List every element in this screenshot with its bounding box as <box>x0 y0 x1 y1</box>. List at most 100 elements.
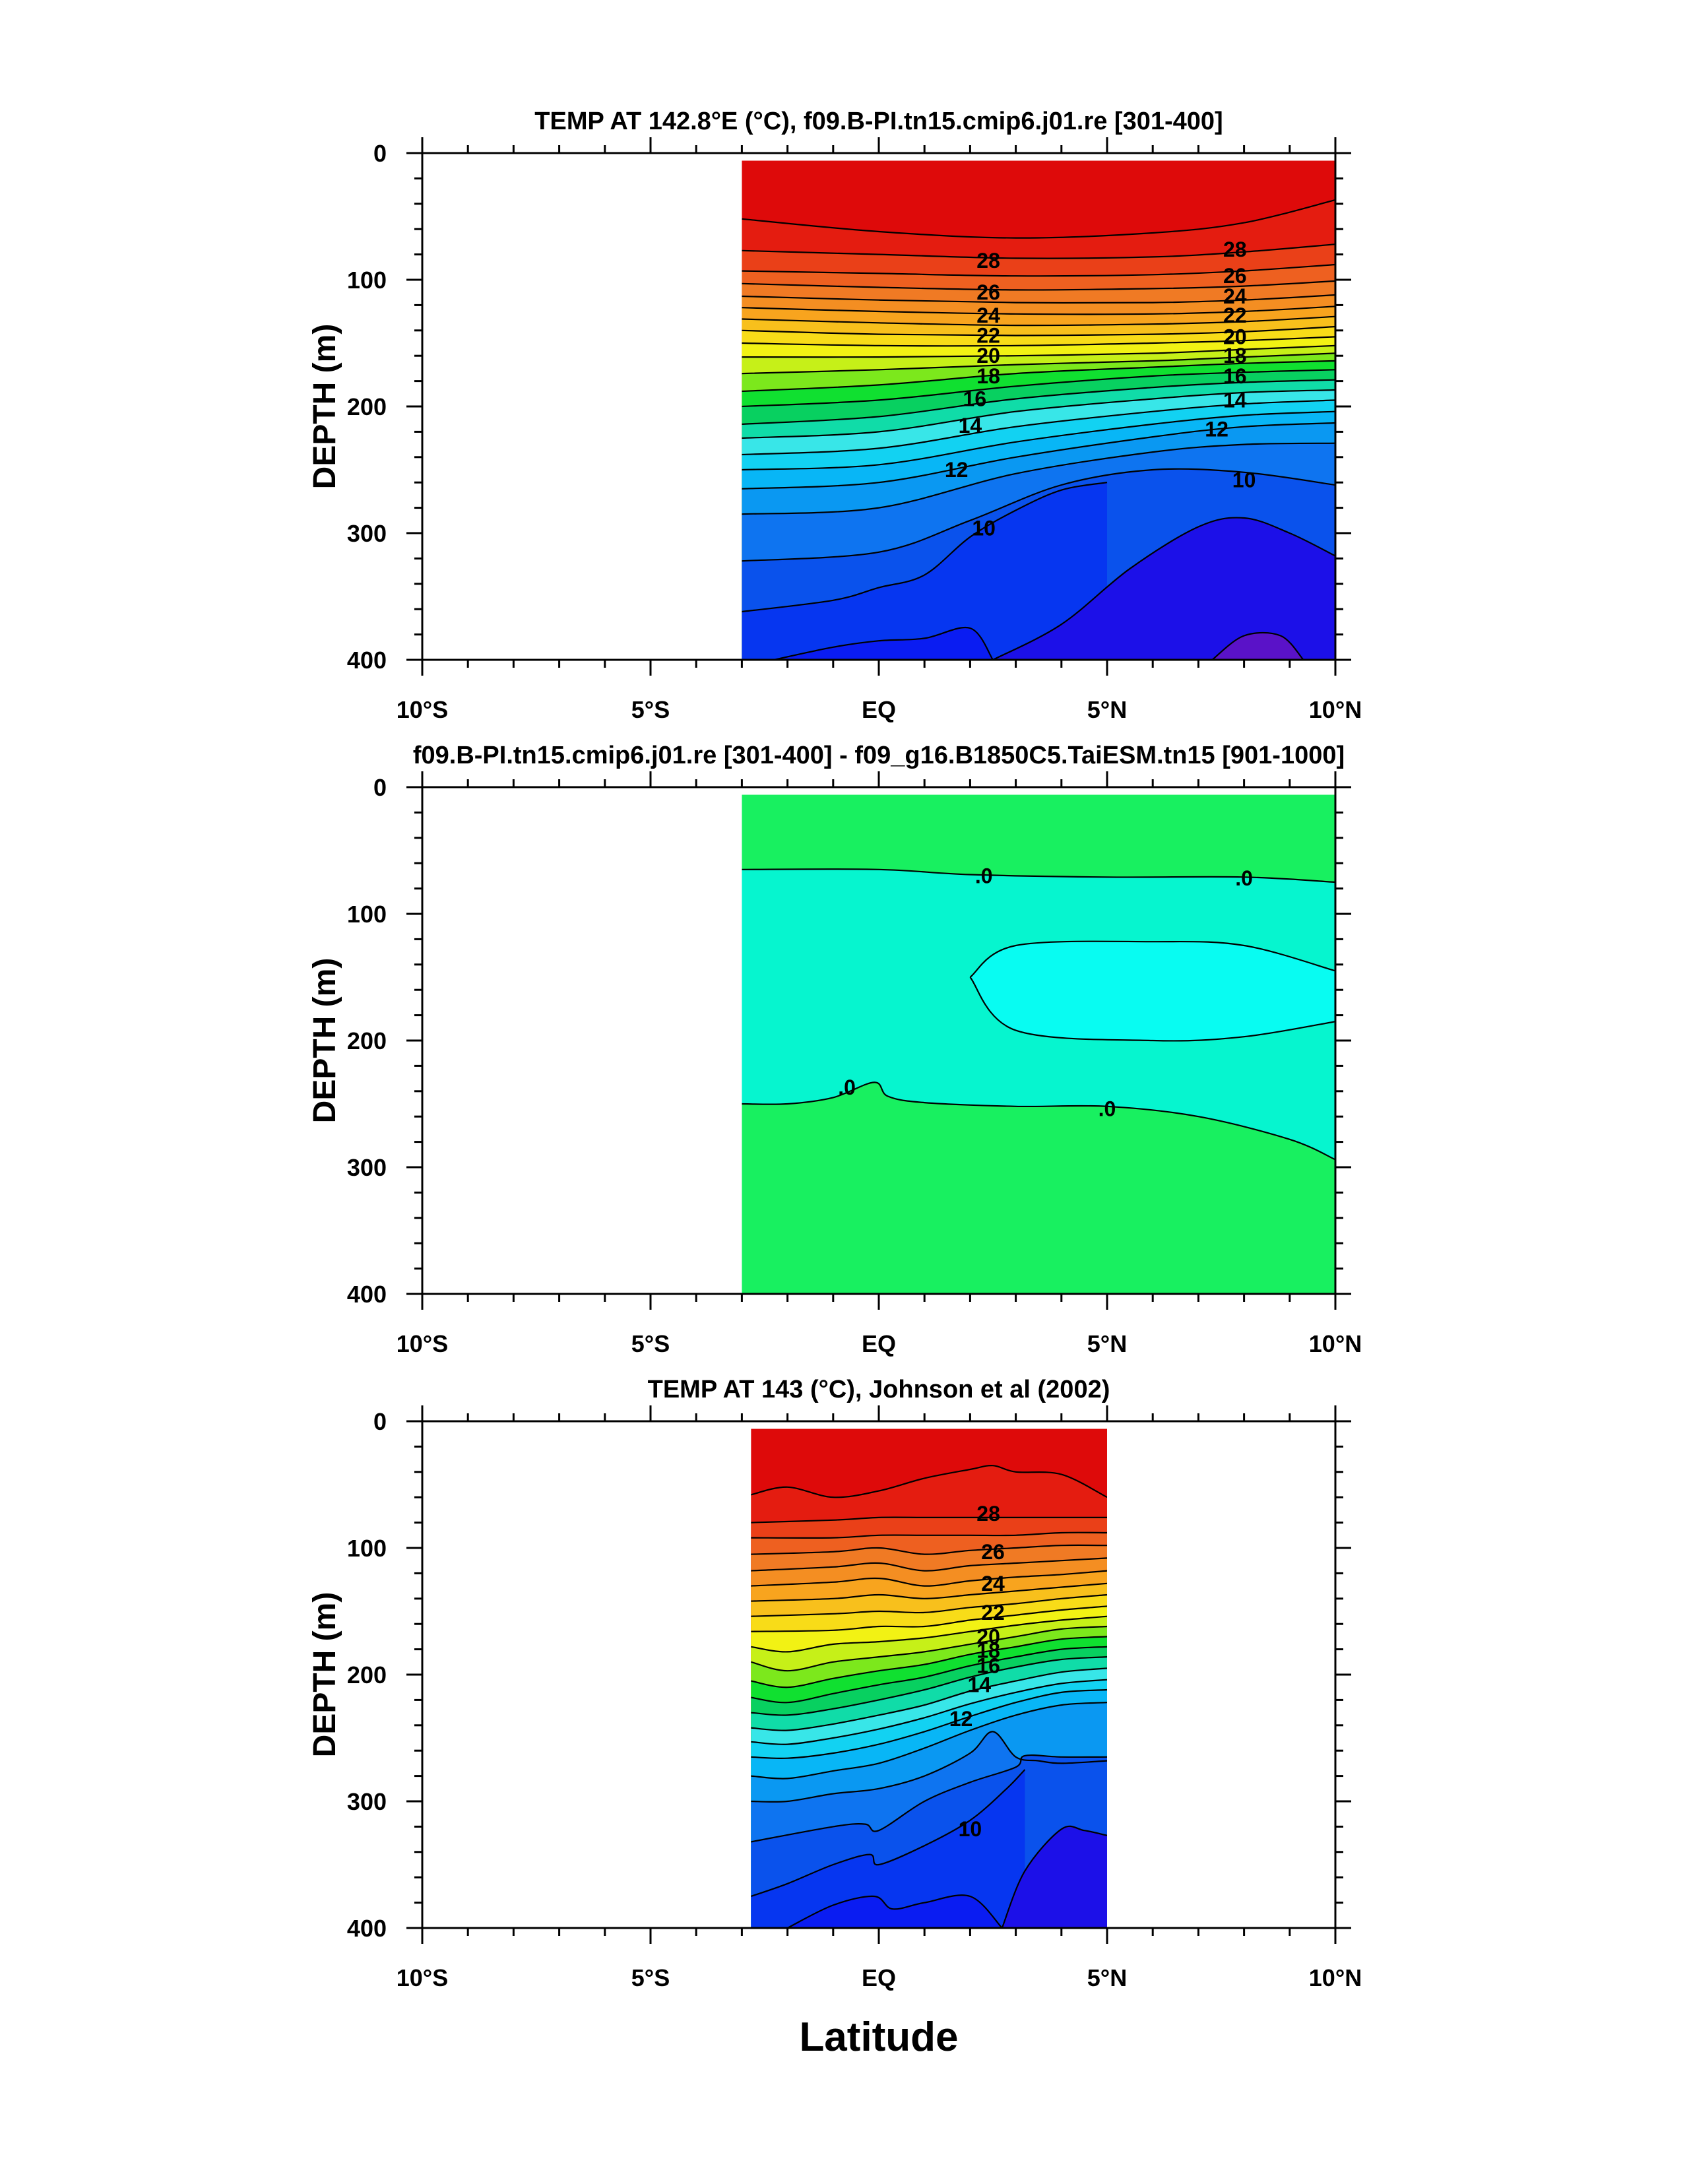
contour-line <box>1001 1825 1107 1928</box>
contour-label: 24 <box>976 304 1000 327</box>
y-tick-label: 300 <box>347 1788 387 1815</box>
contour-line <box>751 1615 1107 1653</box>
contour-line <box>751 1570 1107 1587</box>
contour-line <box>742 442 1335 515</box>
x-tick-label: EQ <box>862 696 896 723</box>
x-tick-label: 5°S <box>631 1964 670 1991</box>
contour-label-text: 28 <box>976 249 1000 273</box>
x-tick-label: 5°S <box>631 1330 670 1357</box>
x-tick-label: EQ <box>862 1964 896 1991</box>
axis-ticks <box>406 1405 1351 1944</box>
contour-label: 18 <box>976 1639 1000 1663</box>
x-tick-label: 10°S <box>397 1964 448 1991</box>
contour-label: 12 <box>1205 418 1228 441</box>
contour-label-text: 12 <box>945 458 969 482</box>
contour-line <box>742 325 1335 337</box>
contour-label-text: 12 <box>1205 418 1228 441</box>
contour-line <box>742 379 1335 425</box>
contour-label: 26 <box>976 280 1000 304</box>
contour-line <box>742 482 1108 613</box>
contour-line <box>751 1557 1107 1572</box>
contour-line <box>1211 631 1304 660</box>
contour-fill <box>1212 632 1304 660</box>
contour-line <box>751 1544 1107 1555</box>
contour-line <box>751 1731 1107 1803</box>
contour-line <box>742 336 1335 347</box>
contour-fill <box>773 627 993 660</box>
contour-line <box>751 1605 1107 1632</box>
x-tick-label: 5°N <box>1087 696 1127 723</box>
contour-label-text: 26 <box>981 1540 1005 1564</box>
y-tick-label: 300 <box>347 520 387 547</box>
contour-label-text: 18 <box>976 364 1000 388</box>
contour-label-text: 12 <box>949 1707 973 1731</box>
y-tick-label: 100 <box>347 1535 387 1562</box>
contour-line <box>742 410 1335 471</box>
contour-line <box>751 1679 1107 1745</box>
contour-label-text: 26 <box>1223 264 1247 288</box>
contour-line <box>773 626 994 660</box>
contour-label: 28 <box>976 249 1000 273</box>
contour-label: .0 <box>975 864 993 887</box>
contour-line <box>742 315 1335 327</box>
contour-label-text: 22 <box>981 1601 1005 1624</box>
x-tick-label: 10°N <box>1309 1964 1362 1991</box>
contour-fill <box>1002 1826 1107 1928</box>
contour-label: 20 <box>976 1624 1000 1648</box>
contour-label: 12 <box>945 458 969 482</box>
contour-line <box>742 1081 1335 1161</box>
contour-line <box>787 1894 1003 1928</box>
contour-line <box>742 369 1335 408</box>
contour-fill <box>787 1895 1002 1928</box>
contour-label-text: .0 <box>838 1076 856 1099</box>
contour-line <box>742 263 1335 277</box>
contour-line <box>992 517 1335 660</box>
y-axis-label: DEPTH (m) <box>307 1592 342 1758</box>
y-tick-label: 0 <box>373 1408 387 1435</box>
x-tick-label: 5°N <box>1087 1330 1127 1357</box>
contour-label: 22 <box>1223 304 1247 327</box>
panel-title: TEMP AT 143 (°C), Johnson et al (2002) <box>648 1376 1110 1403</box>
contour-field: .0 .0 .0 .0 <box>742 794 1335 1294</box>
axis-ticks <box>406 137 1351 676</box>
contour-label: 26 <box>981 1540 1005 1564</box>
contour-label: 20 <box>1223 325 1247 348</box>
contour-line <box>742 422 1335 490</box>
contour-label-text: 14 <box>959 414 982 437</box>
contour-label-text: 18 <box>1223 344 1247 368</box>
contour-line <box>751 1516 1107 1524</box>
y-tick-label: 400 <box>347 1915 387 1942</box>
contour-line <box>742 360 1335 393</box>
contour-label: 24 <box>981 1572 1005 1595</box>
contour-label: 10 <box>959 1817 982 1841</box>
contour-label: .0 <box>1235 866 1253 890</box>
y-tick-label: 200 <box>347 1027 387 1054</box>
contour-label: 18 <box>976 364 1000 388</box>
contour-label-text: .0 <box>1099 1097 1116 1121</box>
x-tick-label: EQ <box>862 1330 896 1357</box>
contour-line <box>742 280 1335 291</box>
y-axis-label: DEPTH (m) <box>307 324 342 490</box>
x-tick-label: 5°N <box>1087 1964 1127 1991</box>
contour-line <box>751 1582 1107 1602</box>
contour-line <box>742 389 1335 439</box>
contour-label: 14 <box>959 414 982 437</box>
contour-label-text: 28 <box>1223 238 1247 261</box>
x-tick-label: 10°N <box>1309 1330 1362 1357</box>
contour-label-text: 10 <box>972 516 996 540</box>
y-tick-label: 400 <box>347 1281 387 1308</box>
contour-line <box>751 1769 1026 1898</box>
contour-line <box>742 243 1335 259</box>
panel-2: .0 .0 .0 .0 f09.B-PI.tn15.cmip6.j01.re [301… <box>307 742 1362 1357</box>
contour-line <box>742 352 1335 375</box>
contour-label: 10 <box>1232 468 1256 492</box>
contour-line <box>969 940 1335 978</box>
contour-label: 22 <box>981 1601 1005 1624</box>
contour-label: 12 <box>949 1707 973 1731</box>
